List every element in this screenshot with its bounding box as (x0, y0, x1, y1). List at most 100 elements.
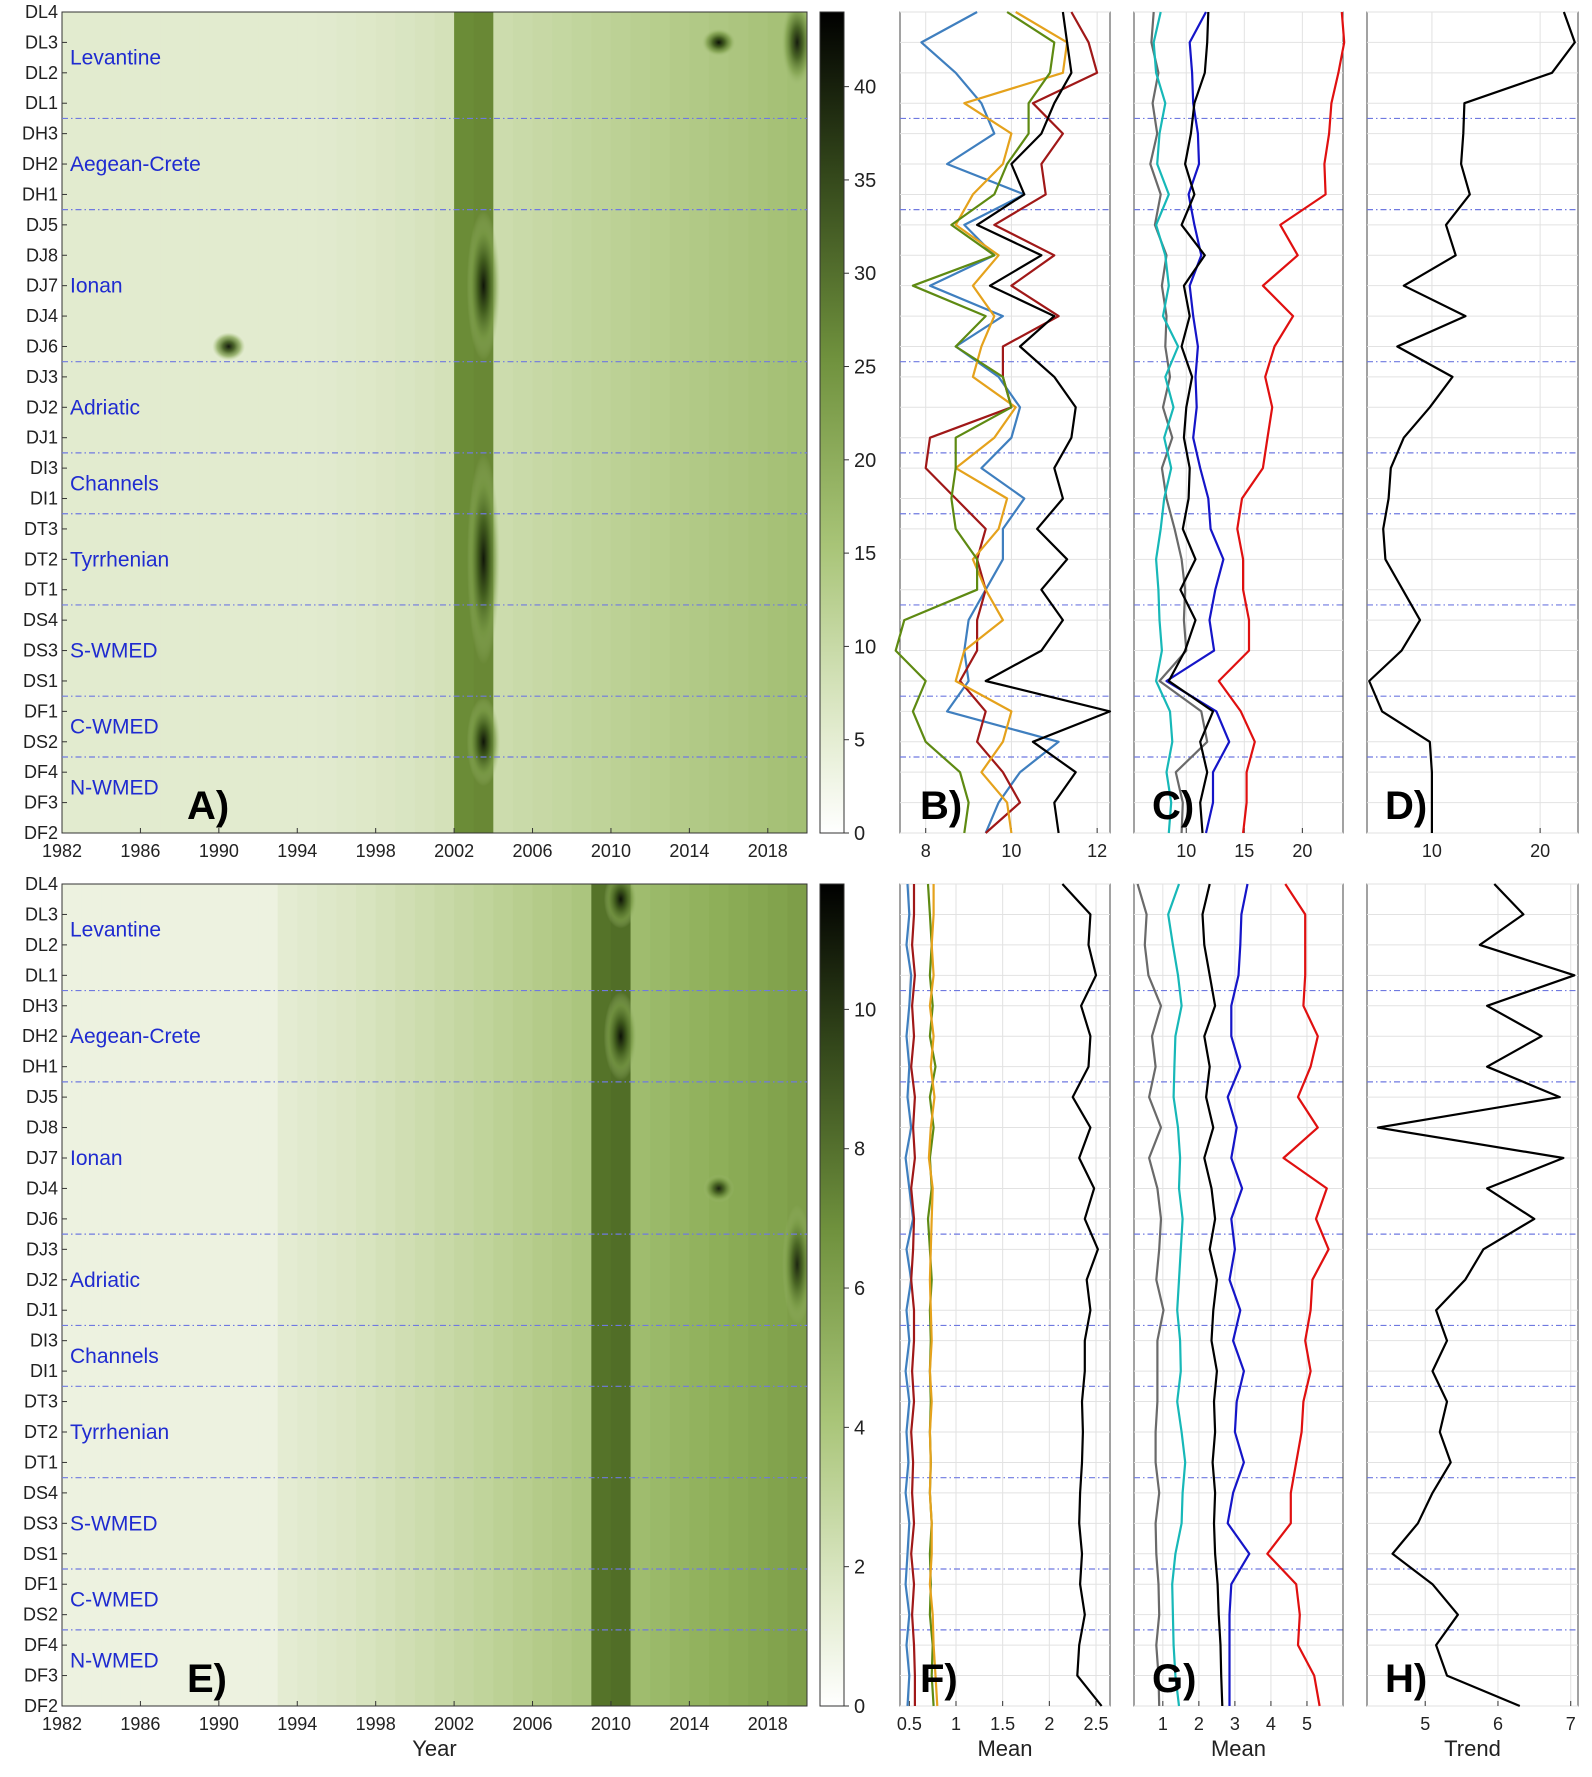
station-tick-label: DI3 (30, 1331, 58, 1351)
panel-a-year-column (610, 12, 632, 833)
panel-a-hotspot (701, 28, 736, 57)
colorbar-tick-label: 2 (854, 1557, 865, 1579)
panel-a-year-column (591, 12, 612, 833)
panel-e-year-column (375, 884, 396, 1706)
panel-h: 5 6 7 (1366, 883, 1579, 1734)
station-tick-label: DJ3 (26, 1239, 58, 1259)
region-label: Ionan (70, 1147, 123, 1170)
panel-a-cells (62, 12, 807, 833)
panel-e-frame (61, 883, 808, 1707)
x-axis-label: Mean (977, 1736, 1032, 1761)
x-tick-label: 1 (1158, 1714, 1168, 1734)
station-tick-label: DL2 (25, 935, 58, 955)
panel-label: A) (187, 784, 229, 828)
panel-e-year-column (689, 884, 710, 1706)
panel-a-year-column (81, 12, 102, 833)
colorbar-tick-label: 15 (854, 543, 876, 565)
panel-label: G) (1152, 1657, 1196, 1701)
panel-e-year-column (258, 884, 279, 1706)
station-tick-label: DH3 (22, 124, 58, 144)
panel-a-year-column (434, 12, 455, 833)
station-tick-label: DH3 (22, 996, 58, 1016)
panel-b-series-line (975, 11, 1112, 834)
year-tick-label: 2014 (669, 841, 709, 861)
colorbar-tick-label: 10 (854, 999, 876, 1021)
station-tick-label: DT3 (24, 519, 58, 539)
station-tick-label: DJ5 (26, 1087, 58, 1107)
station-tick-label: DI1 (30, 489, 58, 509)
station-tick-label: DF3 (24, 793, 58, 813)
panel-a-year-column (238, 12, 259, 833)
panel-c-series-line (1167, 11, 1215, 834)
panel-a-year-column (512, 12, 534, 833)
panel-a-year-column (787, 12, 807, 833)
station-tick-label: DJ8 (26, 1118, 58, 1138)
year-tick-label: 2010 (591, 1714, 631, 1734)
panel-e-year-column (571, 884, 592, 1706)
panel-a-year-column (708, 12, 730, 833)
station-tick-label: DJ2 (26, 1270, 58, 1290)
station-tick-label: DJ5 (26, 215, 58, 235)
panel-a-year-column (179, 12, 200, 833)
year-tick-label: 1994 (277, 1714, 317, 1734)
panel-a-year-column (395, 12, 416, 833)
year-tick-label: 1994 (277, 841, 317, 861)
colorbar-tick-label: 40 (854, 77, 876, 99)
panel-a-hotspot (781, 12, 807, 87)
region-label: Adriatic (70, 1269, 140, 1292)
panel-g-series-line (1226, 883, 1251, 1706)
year-tick-label: 1990 (199, 1714, 239, 1734)
panel-a-year-column (218, 12, 240, 833)
x-tick-label: 2.5 (1083, 1714, 1108, 1734)
region-label: Ionan (70, 275, 123, 298)
panel-e-year-column (493, 884, 514, 1706)
panel-e-year-column (160, 884, 181, 1706)
panel-b-series-line (894, 11, 1056, 834)
colorbar-bottom: 0 2 4 6 8 10 (819, 883, 876, 1718)
panel-a-hotspot (466, 697, 501, 787)
station-tick-label: DL1 (25, 965, 58, 985)
station-tick-label: DJ2 (26, 397, 58, 417)
station-tick-label: DS1 (23, 671, 58, 691)
panel-e-year-column (101, 884, 122, 1706)
colorbar-tick-label: 5 (854, 730, 865, 752)
panel-a-year-column (630, 12, 651, 833)
region-label: S-WMED (70, 1512, 158, 1535)
panel-g-series-line (1266, 883, 1330, 1707)
station-tick-label: DS2 (23, 732, 58, 752)
colorbar-tick-label: 0 (854, 823, 865, 845)
panel-e-year-column (414, 884, 436, 1706)
station-tick-label: DF1 (24, 701, 58, 721)
panel-f: 0.5 1 1.5 2 2.5 (897, 883, 1111, 1734)
panel-c-series-line (1152, 11, 1180, 834)
station-tick-label: DJ8 (26, 245, 58, 265)
year-tick-label: 1986 (120, 841, 160, 861)
panel-e-year-column (708, 884, 730, 1706)
station-tick-label: DL1 (25, 93, 58, 113)
panel-c-series-line (1149, 11, 1209, 834)
panel-a-year-column (532, 12, 553, 833)
region-label: Levantine (70, 919, 161, 942)
panel-b-series-line (924, 11, 1099, 834)
year-tick-label: 1998 (356, 1714, 396, 1734)
year-tick-label: 2018 (748, 1714, 788, 1734)
station-tick-label: DJ6 (26, 336, 58, 356)
x-tick-label: 15 (1234, 841, 1254, 861)
panel-e-year-column (356, 884, 377, 1706)
year-tick-label: 1986 (120, 1714, 160, 1734)
panel-a-year-column (669, 12, 690, 833)
panel-f-series-line (927, 884, 939, 1707)
station-tick-label: DT1 (24, 580, 58, 600)
x-tick-label: 6 (1493, 1714, 1503, 1734)
panel-e-hotspot (603, 884, 638, 929)
panel-e-cells (62, 884, 807, 1706)
year-tick-label: 1990 (199, 841, 239, 861)
x-tick-label: 10 (1422, 841, 1442, 861)
panel-e-year-column (297, 884, 318, 1706)
colorbar-tick-label: 10 (854, 636, 876, 658)
panel-d-series-line (1368, 11, 1576, 833)
region-label: S-WMED (70, 640, 158, 663)
region-label: Levantine (70, 47, 161, 70)
station-tick-label: DJ1 (26, 1300, 58, 1320)
panel-a-year-column (571, 12, 592, 833)
